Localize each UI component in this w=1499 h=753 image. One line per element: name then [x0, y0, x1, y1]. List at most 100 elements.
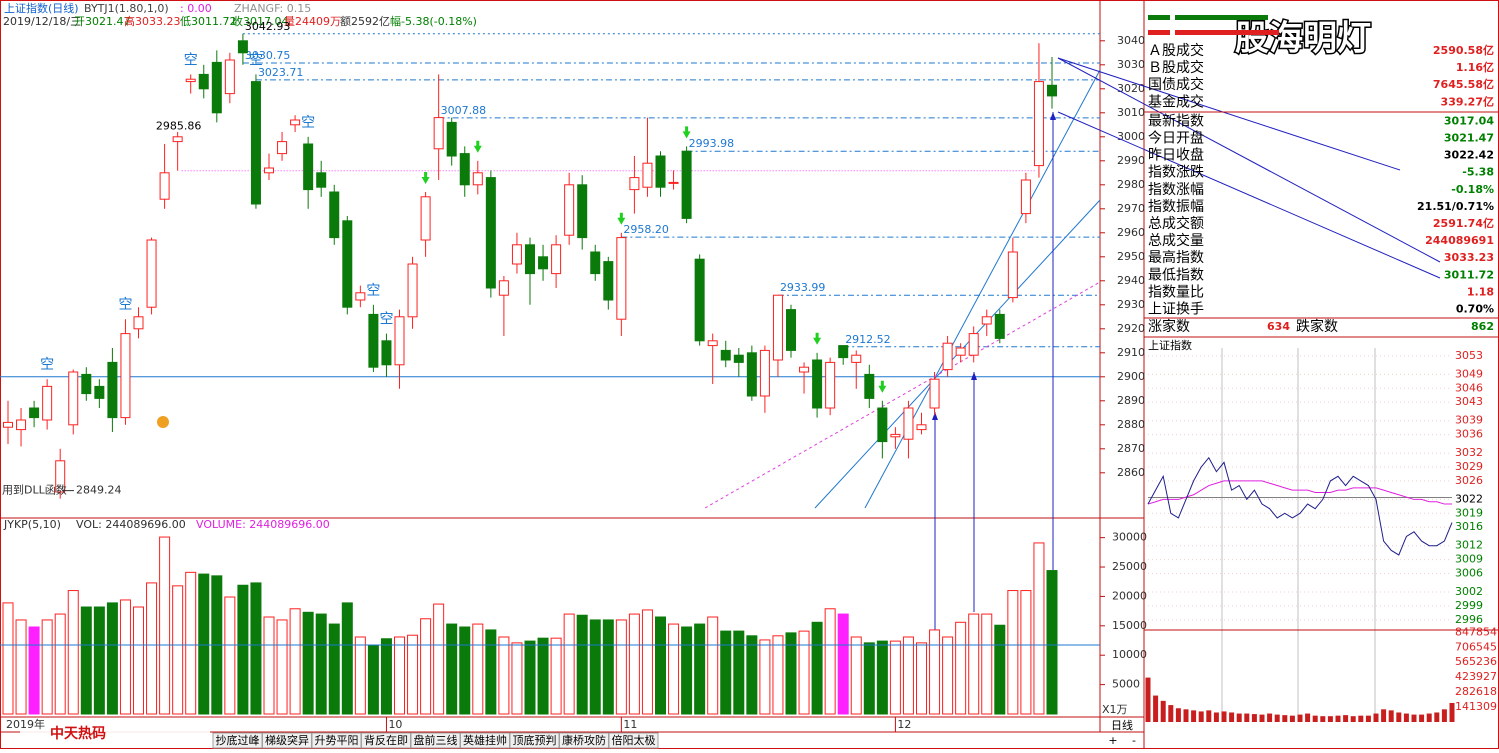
candle-body — [237, 40, 248, 54]
title: 上证指数(日线) — [4, 1, 79, 15]
zhangf: ZHANGF: 0.15 — [234, 2, 311, 15]
tab-label[interactable]: 康桥攻防 — [562, 733, 606, 747]
volume-bar — [811, 621, 823, 715]
candle-body — [668, 181, 679, 184]
volume-bar — [224, 596, 236, 715]
candle-body — [1020, 179, 1031, 215]
candle-body — [159, 172, 170, 200]
volume-bar — [746, 635, 758, 715]
y-tick-label: 3040 — [1117, 34, 1145, 47]
volume: 量24409万 — [284, 15, 341, 28]
volume-bar — [1033, 542, 1045, 715]
y-tick-label: 2970 — [1117, 202, 1145, 215]
mini-volume-bar — [1206, 710, 1212, 722]
y-tick-label: 2870 — [1117, 442, 1145, 455]
candle-body — [459, 153, 470, 186]
info-label: Ａ股成交 — [1148, 42, 1204, 59]
volume-bar — [681, 626, 693, 715]
y-tick-label: 30000 — [1112, 531, 1147, 544]
mini-y-tick: 2999 — [1455, 599, 1483, 612]
down-arrow — [682, 126, 691, 139]
volume-bar — [785, 632, 797, 715]
mini-volume-bar — [1365, 715, 1371, 722]
tab-label[interactable]: 抄底过峰 — [216, 733, 260, 747]
volume-bar — [955, 621, 967, 715]
tab-label[interactable]: 顶底预判 — [513, 733, 557, 747]
volume-bar — [902, 636, 914, 715]
volume-bar — [302, 611, 314, 715]
mini-volume-bar — [1305, 713, 1311, 722]
info-label: 昨日收盘 — [1148, 147, 1204, 164]
volume-bar — [407, 634, 419, 715]
candle-body — [185, 78, 196, 83]
candle-body — [968, 333, 979, 356]
kong-mark: 空 — [301, 115, 315, 131]
tab[interactable] — [608, 732, 659, 749]
mini-volume-bar — [1373, 713, 1379, 722]
y-tick-label: 3020 — [1117, 82, 1145, 95]
mini-volume-bar — [1229, 712, 1235, 722]
x-tick-label: 10 — [388, 718, 402, 731]
y-tick-label: 2940 — [1117, 274, 1145, 287]
mini-y-tick: 3022 — [1455, 492, 1483, 505]
arrow-head — [971, 372, 977, 380]
pointer-line — [1057, 57, 1401, 171]
level-label: 3042.93 — [245, 20, 291, 33]
info-value: 0.70% — [1456, 303, 1494, 316]
mini-y-tick: 3036 — [1455, 428, 1483, 441]
volume-bar — [354, 636, 366, 715]
tab-label[interactable]: 升势平阳 — [315, 734, 359, 747]
volume-bar — [106, 602, 118, 715]
volume-bar — [394, 636, 405, 715]
ratio-bar — [1175, 15, 1268, 20]
y-tick-label: 2980 — [1117, 178, 1145, 191]
zoom-in[interactable]: + — [1108, 734, 1117, 747]
mini-volume-bar — [1198, 711, 1204, 722]
price-line — [1147, 456, 1453, 556]
candle-body — [694, 258, 705, 342]
tab-label[interactable]: 梯级突异 — [265, 733, 309, 747]
mini-y-tick: 3012 — [1455, 539, 1483, 552]
candle-body — [877, 407, 888, 443]
volume-bar — [133, 606, 144, 715]
candle-body — [368, 313, 379, 368]
candle-body — [812, 359, 823, 409]
volume-bar — [628, 613, 640, 715]
tab-label[interactable]: 盘前三线 — [414, 733, 458, 747]
tab-label[interactable]: 背反在即 — [364, 733, 408, 747]
mini-volume-bar — [1419, 714, 1425, 722]
zoom-out[interactable]: - — [1132, 734, 1136, 747]
mini-volume-bar — [1175, 708, 1181, 722]
volume-bar — [615, 619, 627, 715]
mini-volume-bar — [1153, 695, 1159, 722]
volume-bar — [576, 614, 588, 715]
candle-body — [290, 119, 301, 126]
mini-y-tick: 3002 — [1455, 585, 1483, 598]
volume-bar — [54, 613, 66, 715]
candle-body — [577, 184, 588, 239]
kong-mark: 空 — [40, 357, 54, 373]
mini-volume-bar — [1434, 712, 1440, 722]
low: 低3011.72 — [180, 15, 237, 28]
tab-label[interactable]: 倍阳太极 — [612, 733, 656, 747]
y-tick-label: 25000 — [1112, 560, 1147, 573]
volume-bar — [28, 626, 40, 715]
volume-bar — [641, 609, 653, 715]
candle-body — [681, 150, 692, 219]
candle-body — [511, 244, 522, 265]
tab-label[interactable]: 英雄挂帅 — [463, 733, 507, 747]
mini-volume-bar — [1244, 713, 1250, 722]
volume-bar — [146, 582, 158, 715]
candle-body — [172, 136, 183, 143]
period[interactable]: 日线 — [1111, 718, 1133, 732]
candle-body — [81, 373, 92, 395]
volume-bar — [367, 644, 379, 715]
candle-body — [564, 184, 575, 236]
info-value: 3021.47 — [1444, 132, 1494, 145]
kong-mark: 空 — [249, 52, 263, 68]
candle-body — [381, 340, 392, 366]
candle-body — [955, 347, 966, 356]
pointer-line — [1057, 57, 1441, 263]
volume-bar — [498, 636, 510, 715]
candle-body — [655, 155, 666, 188]
